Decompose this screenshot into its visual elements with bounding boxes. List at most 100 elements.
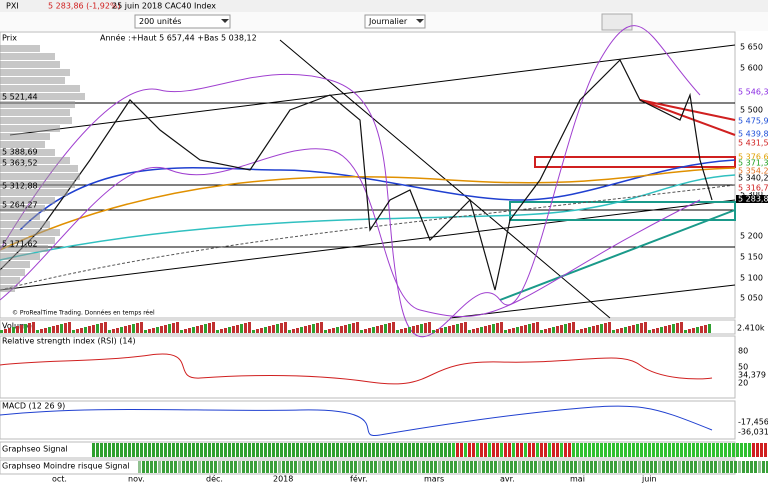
volume-bar <box>216 330 219 333</box>
signal-bar <box>560 443 563 457</box>
profile-bar <box>0 189 68 196</box>
signal-bar <box>204 443 207 457</box>
panel-title: Graphseo Moindre risque Signal <box>2 462 130 471</box>
rsi-label: 20 <box>738 379 748 388</box>
signal-bar <box>522 461 525 473</box>
volume-profile <box>0 45 85 292</box>
trend-lines <box>0 25 736 338</box>
signal-bar <box>446 461 449 473</box>
symbol[interactable]: PXI <box>6 2 19 11</box>
price-stats: Année :+Haut 5 657,44 +Bas 5 038,12 <box>100 33 257 43</box>
signal-bar <box>454 461 457 473</box>
signal-bar <box>574 461 577 473</box>
signal-bar <box>406 461 409 473</box>
volume-bar <box>612 330 615 333</box>
signal-bar <box>608 443 611 457</box>
value-label-box <box>736 159 768 167</box>
volume-bar <box>332 328 335 333</box>
signal-bar <box>598 461 601 473</box>
volume-bar <box>220 329 223 333</box>
volume-bar <box>260 328 263 333</box>
signal-bar <box>682 461 685 473</box>
volume-bar <box>124 326 127 333</box>
signal-bar <box>552 443 555 457</box>
volume-bar <box>320 322 323 333</box>
volume-bar <box>704 325 707 333</box>
volume-bar <box>180 330 183 333</box>
volume-bar <box>164 325 167 333</box>
signal-bar <box>448 443 451 457</box>
tool-button[interactable] <box>601 13 633 31</box>
volume-bar <box>0 330 3 333</box>
volume-bar <box>644 322 647 333</box>
x-label: juin <box>641 475 657 483</box>
signal-bar <box>314 461 317 473</box>
volume-bar <box>184 329 187 333</box>
volume-bar <box>652 329 655 333</box>
signal-bar <box>716 443 719 457</box>
signal-bar <box>320 443 323 457</box>
signal-bar <box>592 443 595 457</box>
value-label: 5 439,80 <box>738 130 768 139</box>
signal-bar <box>348 443 351 457</box>
signal-bar <box>516 443 519 457</box>
signal-bar <box>268 443 271 457</box>
profile-bar <box>0 149 55 156</box>
x-label: avr. <box>500 475 515 483</box>
profile-bar <box>0 77 65 84</box>
signal-bar <box>112 443 115 457</box>
volume-bar <box>664 326 667 333</box>
value-label-box <box>736 174 768 182</box>
signal-bar <box>300 443 303 457</box>
signal-bar <box>702 461 705 473</box>
signal-bar <box>754 461 757 473</box>
signal-bar <box>478 461 481 473</box>
signal-bar <box>518 461 521 473</box>
volume-bar <box>496 323 499 333</box>
volume-bar <box>280 323 283 333</box>
signal-bar <box>232 443 235 457</box>
panel-title: Relative strength index (RSI) (14) <box>2 337 136 346</box>
volume-bar <box>488 325 491 333</box>
signal-bar <box>764 443 767 457</box>
value-label-box <box>736 130 768 138</box>
signal-bar <box>602 461 605 473</box>
signal-bar <box>736 443 739 457</box>
signal-bar <box>718 461 721 473</box>
signal-bar <box>342 461 345 473</box>
profile-bar <box>0 133 50 140</box>
units-dropdown[interactable] <box>134 14 231 29</box>
signal-bar <box>120 443 123 457</box>
volume-bar <box>60 324 63 333</box>
volume-bar <box>324 330 327 333</box>
volume-bar <box>108 330 111 333</box>
panel-title: Graphseo Signal <box>2 445 68 454</box>
volume-bar <box>356 322 359 333</box>
signal-bar <box>250 461 253 473</box>
signal-bar <box>692 443 695 457</box>
value-label-box <box>736 195 768 203</box>
zone <box>534 156 736 168</box>
signal-bar <box>272 443 275 457</box>
profile-bar <box>0 141 45 148</box>
x-label: mai <box>570 475 585 483</box>
period-dropdown[interactable] <box>364 14 426 29</box>
signal-bar <box>620 443 623 457</box>
value-label: 5 316,71 <box>738 184 768 193</box>
volume-bar <box>632 325 635 333</box>
volume-bar <box>636 324 639 333</box>
signal-bar <box>444 443 447 457</box>
ma-dashed <box>0 184 736 291</box>
signal-bar <box>678 461 681 473</box>
signal-bar <box>558 461 561 473</box>
volume-bar <box>552 327 555 333</box>
profile-bar <box>0 109 70 116</box>
volume-bar <box>188 328 191 333</box>
signal-bar <box>312 443 315 457</box>
signal-bar <box>390 461 393 473</box>
trend-line <box>499 209 736 301</box>
x-label: oct. <box>52 475 67 483</box>
signal-bar <box>266 461 269 473</box>
signal-bar <box>328 443 331 457</box>
signal-bar <box>604 443 607 457</box>
